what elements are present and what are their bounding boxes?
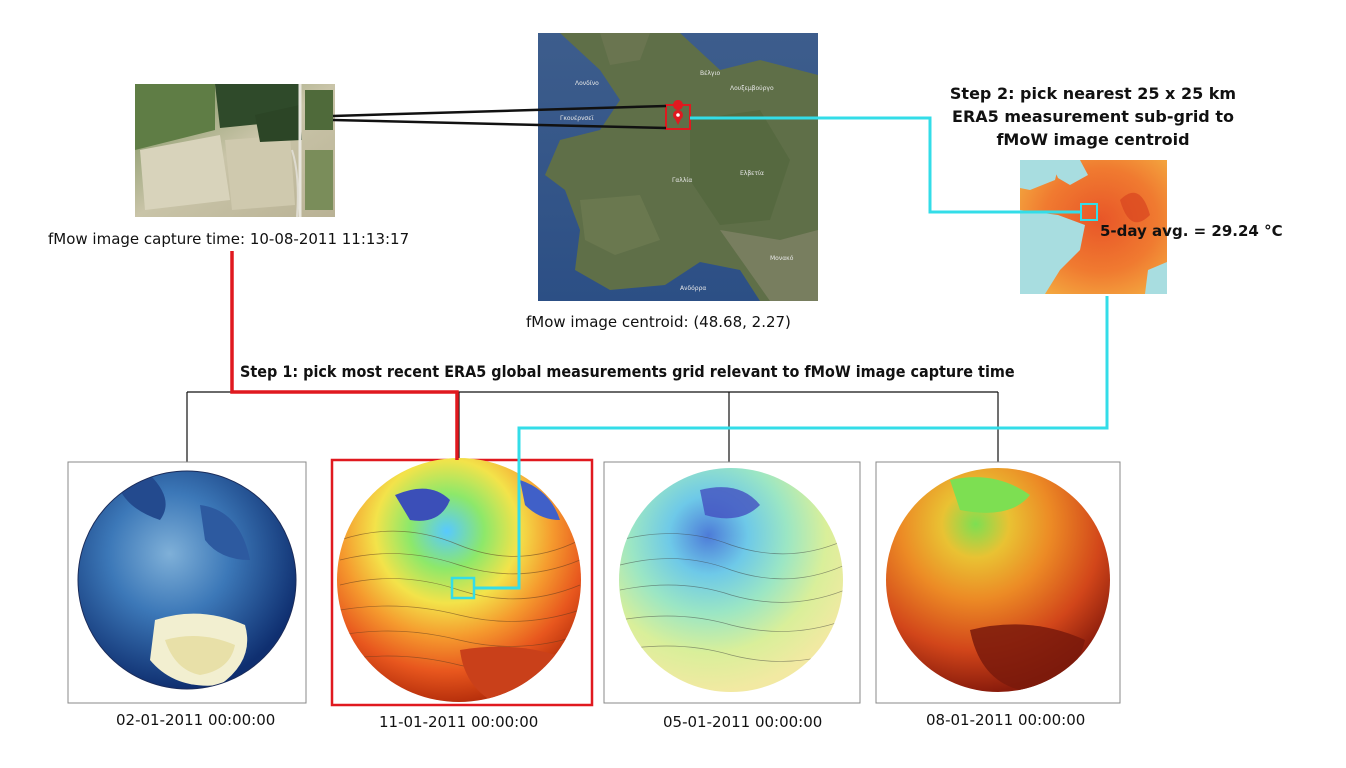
globe-panel-4 — [875, 461, 1121, 704]
globe-panel-3 — [603, 461, 861, 704]
france-map: Λονδίνο Βέλγιο Λουξεμβούργο Γαλλία Ελβετ… — [538, 33, 818, 301]
globe-date-2: 11-01-2011 00:00:00 — [379, 713, 539, 731]
step2-line-3: fMoW image centroid — [996, 130, 1190, 149]
map-place-monaco: Μονακό — [770, 255, 794, 262]
centroid-link-cyan — [474, 116, 1109, 590]
map-place-belgium: Βέλγιο — [700, 70, 720, 77]
map-place-guernsey: Γκουέρνσεϊ — [560, 115, 594, 122]
zoom-connector — [332, 104, 667, 130]
globe-date-3: 05-01-2011 00:00:00 — [663, 713, 823, 731]
map-place-andorra: Ανδόρρα — [680, 285, 706, 292]
globe-date-1: 02-01-2011 00:00:00 — [116, 711, 276, 729]
globe-panel-2 — [330, 458, 594, 707]
map-place-switzerland: Ελβετία — [740, 170, 764, 177]
step2-line-1: Step 2: pick nearest 25 x 25 km — [949, 84, 1237, 103]
capture-time-label: fMow image capture time: 10-08-2011 11:1… — [48, 230, 410, 248]
era5-subgrid-map — [1020, 160, 1167, 294]
map-place-france: Γαλλία — [672, 177, 692, 184]
selection-path-red — [230, 251, 459, 460]
map-place-luxembourg: Λουξεμβούργο — [730, 85, 774, 92]
step2-label: Step 2: pick nearest 25 x 25 km ERA5 mea… — [930, 82, 1256, 151]
globe-date-4: 08-01-2011 00:00:00 — [926, 711, 1086, 729]
globe-panel-1 — [67, 461, 307, 704]
fmow-satellite-image — [135, 84, 335, 218]
map-place-london: Λονδίνο — [575, 80, 599, 87]
step2-line-2: ERA5 measurement sub-grid to — [952, 107, 1234, 126]
avg-temp-label: 5-day avg. = 29.24 °C — [1100, 222, 1283, 240]
centroid-label: fMow image centroid: (48.68, 2.27) — [526, 313, 791, 331]
step1-label: Step 1: pick most recent ERA5 global mea… — [240, 362, 1015, 381]
